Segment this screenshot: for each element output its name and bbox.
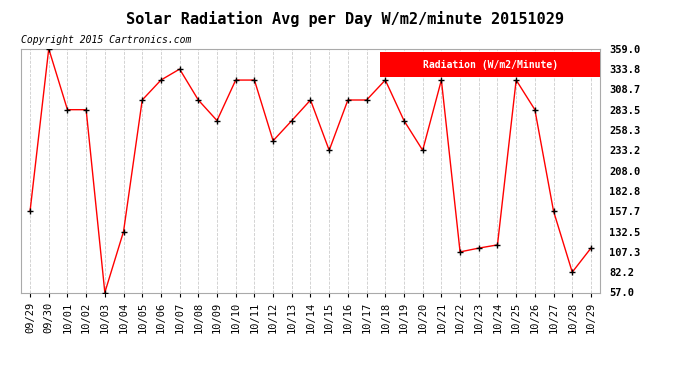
Text: Radiation (W/m2/Minute): Radiation (W/m2/Minute) xyxy=(422,60,558,70)
Text: Solar Radiation Avg per Day W/m2/minute 20151029: Solar Radiation Avg per Day W/m2/minute … xyxy=(126,11,564,27)
Text: Copyright 2015 Cartronics.com: Copyright 2015 Cartronics.com xyxy=(21,35,191,45)
